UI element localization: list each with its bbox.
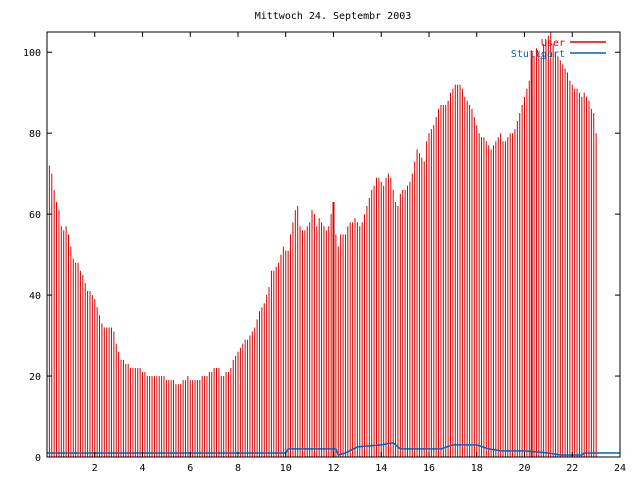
- x-tick-label: 14: [375, 463, 387, 474]
- x-tick-label: 18: [471, 463, 483, 474]
- stuttgart-line-layer: [47, 442, 620, 456]
- y-tick-label: 100: [23, 48, 41, 59]
- x-tick-label: 2: [92, 463, 98, 474]
- y-tick-label: 20: [29, 372, 41, 383]
- x-tick-label: 20: [518, 463, 530, 474]
- x-tick-label: 12: [327, 463, 339, 474]
- y-tick-label: 40: [29, 291, 41, 302]
- user-bars-layer: [46, 32, 597, 457]
- legend-label-user: User: [541, 38, 565, 49]
- y-tick-label: 80: [29, 129, 41, 140]
- x-tick-label: 16: [423, 463, 435, 474]
- y-tick-label: 60: [29, 210, 41, 221]
- y-tick-label: 0: [35, 453, 41, 464]
- x-tick-label: 22: [566, 463, 578, 474]
- x-tick-label: 6: [187, 463, 193, 474]
- stuttgart-line: [47, 442, 620, 456]
- x-tick-label: 8: [235, 463, 241, 474]
- legend-label-stuttgart: Stuttgart: [511, 49, 565, 60]
- x-tick-label: 24: [614, 463, 626, 474]
- x-tick-label: 10: [280, 463, 292, 474]
- legend: User Stuttgart: [511, 38, 606, 60]
- chart-title: Mittwoch 24. Septembr 2003: [255, 11, 412, 22]
- x-tick-label: 4: [139, 463, 145, 474]
